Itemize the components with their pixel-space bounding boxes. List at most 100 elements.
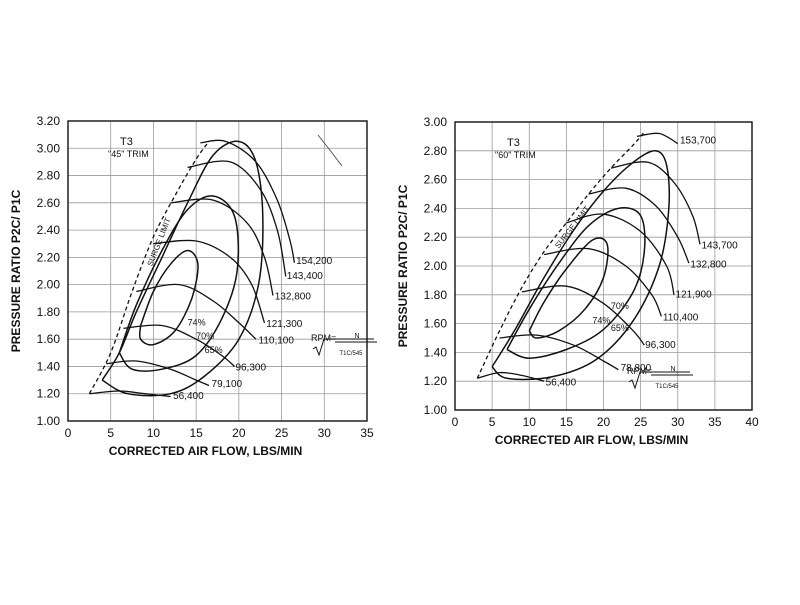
efficiency-label: 70% (196, 331, 214, 341)
y-tick-label: 1.80 (37, 305, 61, 319)
surge-limit: SURGE LIMIT (88, 141, 210, 394)
speed-label: 121,300 (266, 319, 303, 330)
efficiency-label: 65% (611, 323, 629, 333)
speed-line (499, 334, 619, 371)
speed-label: 78,800 (621, 363, 652, 374)
scan-mark (317, 134, 343, 167)
speed-line (544, 247, 663, 317)
y-tick-label: 1.60 (37, 332, 61, 346)
x-tick-label: 5 (489, 415, 496, 429)
y-tick-label: 3.00 (37, 141, 61, 155)
speed-label: 121,900 (676, 290, 713, 301)
speed-line (566, 213, 675, 295)
speed-label: 96,300 (645, 340, 676, 351)
chart-subtitle: "60" TRIM (495, 150, 536, 160)
x-tick-label: 35 (708, 415, 722, 429)
rpm-formula: RPM= N T1C/545 (311, 333, 377, 357)
compressor-map-60-trim: 65% 70%74% 56,400 78,800 96,300 110,400 121,9… (396, 115, 759, 447)
speed-line (106, 360, 210, 387)
x-tick-label: 40 (745, 415, 759, 429)
y-tick-label: 2.40 (37, 223, 61, 237)
rpm-denominator: T1C/545 (339, 351, 363, 357)
speed-lines: 56,400 78,800 96,300 110,400 121,900 132,800 1… (477, 132, 739, 389)
y-tick-label: 3.00 (424, 115, 448, 129)
efficiency-islands: 65% 70%74% (491, 150, 671, 381)
y-tick-label: 2.20 (37, 250, 61, 264)
x-tick-label: 0 (65, 426, 72, 440)
rpm-denominator: T1C/545 (655, 384, 679, 390)
speed-line (153, 239, 266, 324)
y-axis-label: PRESSURE RATIO P2C/ P1C (396, 184, 410, 347)
y-tick-label: 1.40 (424, 345, 448, 359)
speed-line (521, 285, 645, 346)
chart-subtitle: "45" TRIM (108, 149, 149, 159)
x-tick-label: 15 (189, 426, 203, 440)
x-tick-label: 5 (107, 426, 114, 440)
y-tick-label: 2.20 (424, 230, 448, 244)
speed-label: 154,200 (296, 256, 333, 267)
efficiency-label: 74% (592, 316, 610, 326)
speed-line (636, 132, 679, 145)
surge-limit: SURGE LIMIT (476, 131, 645, 379)
axis-ticks: 0 5 10 15 20 25 30 35 1.00 1.20 1.40 1.60 1.80 2.00 2.… (37, 114, 374, 440)
rpm-numerator: N (670, 366, 675, 373)
speed-label: 110,100 (259, 335, 295, 346)
speed-label: 143,400 (287, 271, 324, 282)
rpm-label: RPM= (311, 333, 336, 343)
speed-label: 96,300 (235, 363, 266, 374)
x-tick-label: 30 (318, 426, 332, 440)
x-tick-label: 20 (232, 426, 246, 440)
speed-lines: 56,400 79,100 96,300 110,100 121,300 132,800 1… (89, 139, 333, 402)
speed-label: 110,400 (663, 313, 699, 324)
speed-label: 56,400 (546, 378, 577, 389)
y-tick-label: 3.20 (37, 114, 61, 128)
y-tick-label: 1.20 (37, 387, 61, 401)
rpm-numerator: N (354, 333, 359, 340)
speed-line (136, 283, 257, 340)
speed-label: 132,800 (275, 292, 312, 303)
speed-label: 143,700 (702, 241, 739, 252)
surge-label: SURGE LIMIT (553, 204, 591, 250)
y-tick-label: 2.00 (37, 278, 61, 292)
x-tick-label: 10 (147, 426, 161, 440)
speed-label: 153,700 (680, 136, 717, 147)
x-tick-label: 35 (360, 426, 374, 440)
efficiency-label: 74% (188, 318, 206, 328)
y-tick-label: 2.80 (424, 144, 448, 158)
y-tick-label: 2.60 (37, 196, 61, 210)
speed-line (170, 198, 274, 296)
efficiency-island (506, 207, 646, 359)
x-axis-label: CORRECTED AIR FLOW, LBS/MIN (495, 433, 689, 447)
speed-label: 79,100 (212, 379, 243, 390)
compressor-map-45-trim: 65%70%74% 56,40079,10096,300110,100121,3… (9, 114, 377, 458)
speed-label: 132,800 (690, 259, 727, 270)
chart-title: T3 (507, 137, 520, 149)
speed-line (187, 160, 287, 277)
speed-line (477, 371, 545, 382)
y-tick-label: 1.00 (37, 414, 61, 428)
plot-frame (454, 121, 753, 411)
surge-line (88, 141, 210, 394)
rpm-label: RPM= (627, 366, 652, 376)
y-tick-label: 2.40 (424, 201, 448, 215)
x-axis-label: CORRECTED AIR FLOW, LBS/MIN (109, 444, 303, 458)
y-tick-label: 2.60 (424, 173, 448, 187)
y-tick-label: 1.60 (424, 317, 448, 331)
y-tick-label: 2.80 (37, 169, 61, 183)
sqrt-symbol (628, 371, 693, 390)
efficiency-island (491, 150, 671, 381)
x-tick-label: 10 (523, 415, 537, 429)
y-tick-label: 2.00 (424, 259, 448, 273)
y-tick-label: 1.40 (37, 359, 61, 373)
grid (455, 122, 752, 410)
x-tick-label: 30 (671, 415, 685, 429)
y-tick-label: 1.80 (424, 288, 448, 302)
rpm-formula: RPM= N T1C/545 (627, 366, 693, 390)
x-tick-label: 0 (452, 415, 459, 429)
y-axis-label: PRESSURE RATIO P2C/ P1C (9, 189, 23, 352)
sqrt-symbol (312, 338, 377, 357)
efficiency-island (118, 195, 240, 372)
y-tick-label: 1.00 (424, 403, 448, 417)
surge-line (476, 131, 645, 379)
